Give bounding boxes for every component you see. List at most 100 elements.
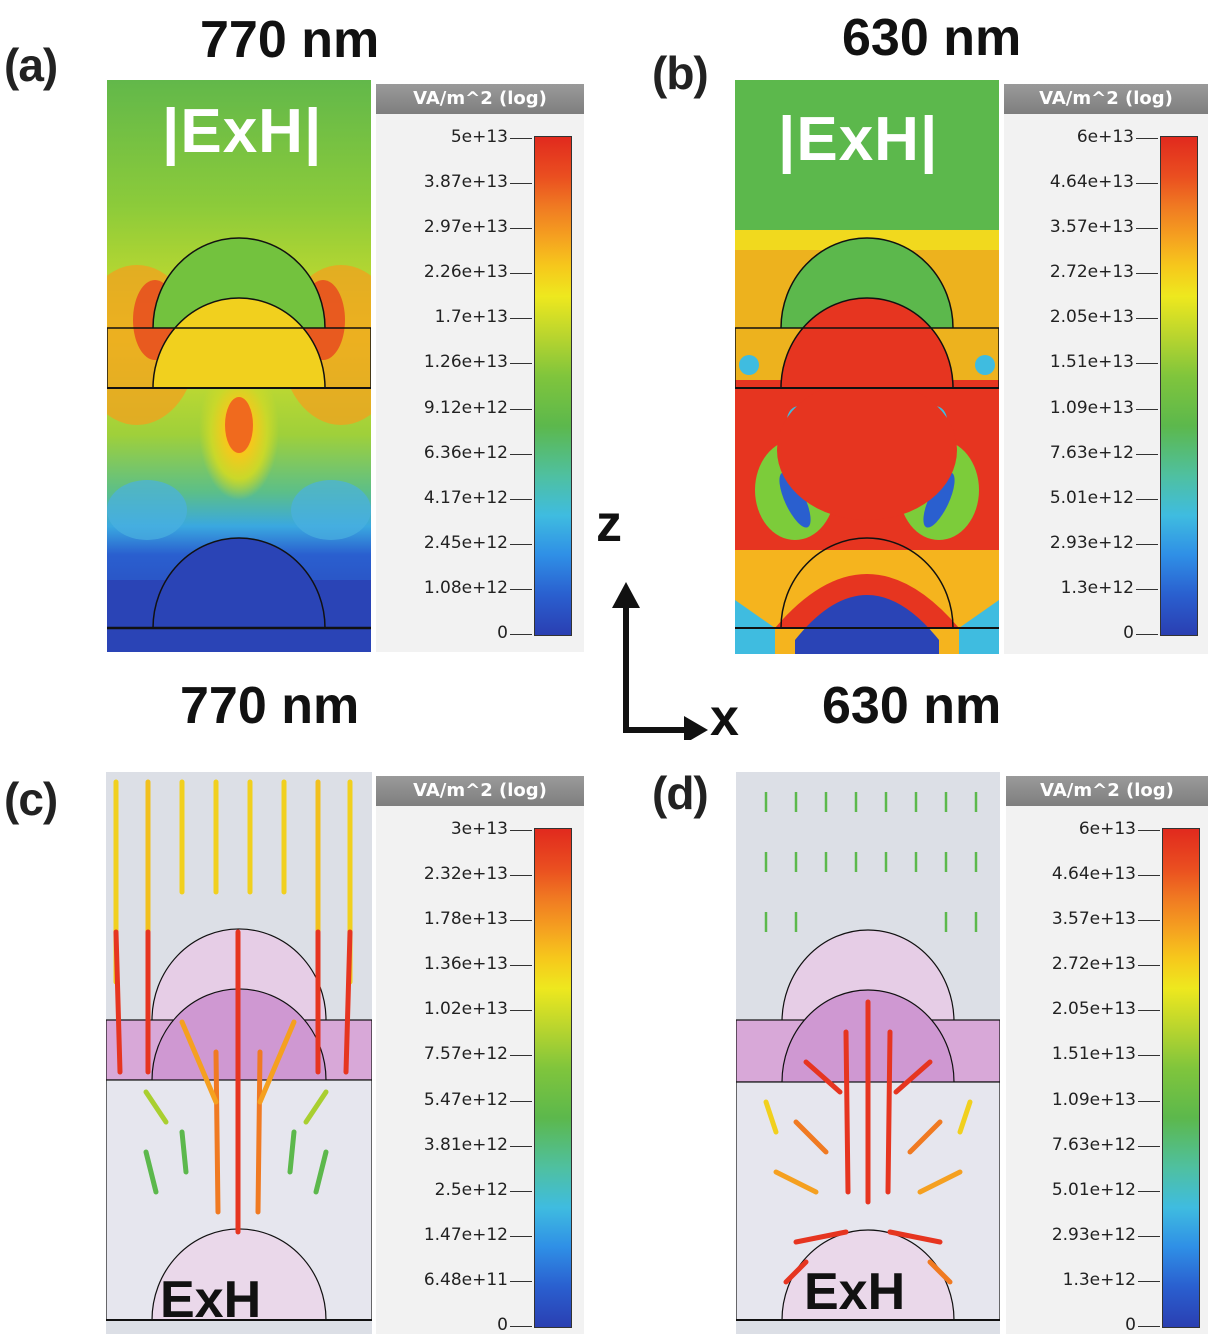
coordinate-axes (612, 582, 708, 740)
axis-label-x: x (710, 689, 739, 747)
colorbar-tick-label: 4.17e+12 (423, 487, 508, 508)
colorbar-tick-mark (1138, 920, 1160, 922)
colorbar-a: VA/m^2 (log) 5e+13 3.87e+13 2.97e+13 2.26e+… (376, 84, 584, 652)
colorbar-tick-mark (510, 318, 532, 320)
colorbar-unit-a: VA/m^2 (log) (376, 84, 584, 114)
colorbar-tick-mark (1136, 183, 1158, 185)
colorbar-tick-mark (510, 1100, 532, 1102)
colorbar-tick-mark (1136, 543, 1158, 545)
colorbar-tick-mark (1136, 634, 1158, 635)
colorbar-tick-label: 5e+13 (450, 127, 508, 147)
vector-map-d (736, 772, 1000, 1334)
colorbar-tick-label: 1.47e+12 (423, 1224, 508, 1245)
colorbar-tick-label: 1.3e+12 (1062, 1269, 1136, 1290)
colorbar-tick-mark (1136, 318, 1158, 320)
colorbar-tick-label: 1.78e+13 (423, 909, 508, 930)
overlay-title-d: ExH (804, 1263, 906, 1321)
colorbar-tick-mark (510, 183, 532, 185)
panel-label-b: (b) (652, 47, 709, 99)
colorbar-tick-mark (510, 498, 532, 500)
colorbar-tick-mark (510, 273, 532, 275)
colorbar-d: VA/m^2 (log) 6e+13 4.64e+13 3.57e+13 2.72e+… (1006, 776, 1208, 1335)
overlay-title-c: ExH (160, 1271, 262, 1329)
colorbar-tick-mark (1138, 875, 1160, 877)
wavelength-title-c: 770 nm (180, 677, 360, 735)
colorbar-tick-mark (510, 588, 532, 590)
colorbar-tick-label: 7.63e+12 (1049, 442, 1134, 463)
colorbar-tick-label: 3e+13 (450, 819, 508, 839)
colorbar-tick-mark (510, 1055, 532, 1057)
colorbar-tick-mark (510, 1326, 532, 1327)
colorbar-tick-label: 6.36e+12 (423, 442, 508, 463)
colorbar-c: VA/m^2 (log) 3e+13 2.32e+13 1.78e+13 1.36e+… (376, 776, 584, 1335)
colorbar-tick-mark (1138, 1280, 1160, 1282)
colorbar-tick-label: 1.51e+13 (1051, 1044, 1136, 1065)
colorbar-tick-label: 6e+13 (1076, 127, 1134, 147)
colorbar-tick-label: 0 (497, 1315, 508, 1335)
colorbar-tick-mark (1138, 1100, 1160, 1102)
colorbar-tick-label: 5.47e+12 (423, 1089, 508, 1110)
colorbar-tick-label: 2.05e+13 (1049, 307, 1134, 328)
colorbar-tick-mark (510, 363, 532, 365)
colorbar-gradient-a (534, 136, 572, 636)
colorbar-tick-label: 1.09e+13 (1049, 397, 1134, 418)
colorbar-tick-label: 0 (1123, 623, 1134, 643)
colorbar-tick-mark (1136, 228, 1158, 230)
colorbar-tick-mark (1136, 408, 1158, 410)
field-map-b (735, 80, 999, 654)
colorbar-tick-mark (510, 875, 532, 877)
panel-label-a: (a) (4, 39, 58, 91)
colorbar-tick-label: 1.26e+13 (423, 352, 508, 373)
colorbar-tick-mark (1138, 1235, 1160, 1237)
colorbar-tick-label: 3.81e+12 (423, 1134, 508, 1155)
colorbar-tick-mark (1138, 1010, 1160, 1012)
colorbar-gradient-c (534, 828, 572, 1328)
colorbar-tick-mark (1136, 588, 1158, 590)
colorbar-tick-mark (510, 408, 532, 410)
colorbar-gradient-d (1162, 828, 1200, 1328)
colorbar-tick-mark (1138, 1055, 1160, 1057)
colorbar-tick-label: 6e+13 (1078, 819, 1136, 839)
colorbar-gradient-b (1160, 136, 1198, 636)
colorbar-tick-mark (510, 634, 532, 635)
colorbar-tick-label: 2.97e+13 (423, 217, 508, 238)
colorbar-tick-label: 7.63e+12 (1051, 1134, 1136, 1155)
colorbar-tick-mark (1136, 138, 1158, 139)
panel-label-d: (d) (652, 767, 709, 819)
colorbar-tick-mark (1138, 965, 1160, 967)
colorbar-tick-label: 5.01e+12 (1049, 487, 1134, 508)
colorbar-tick-label: 2.05e+13 (1051, 999, 1136, 1020)
colorbar-tick-mark (1136, 273, 1158, 275)
colorbar-tick-label: 2.5e+12 (434, 1179, 508, 1200)
wavelength-title-b: 630 nm (842, 9, 1022, 67)
colorbar-b: VA/m^2 (log) 6e+13 4.64e+13 3.57e+13 2.72e+… (1004, 84, 1208, 654)
colorbar-tick-mark (1138, 830, 1160, 831)
colorbar-tick-label: 4.64e+13 (1051, 864, 1136, 885)
colorbar-tick-label: 1.7e+13 (434, 307, 508, 328)
colorbar-tick-label: 0 (497, 623, 508, 643)
overlay-title-b: |ExH| (778, 105, 939, 174)
colorbar-tick-mark (1136, 498, 1158, 500)
colorbar-tick-label: 1.3e+12 (1060, 577, 1134, 598)
colorbar-tick-label: 3.57e+13 (1051, 909, 1136, 930)
colorbar-tick-label: 2.93e+12 (1049, 532, 1134, 553)
colorbar-tick-label: 2.45e+12 (423, 532, 508, 553)
colorbar-tick-mark (1138, 1326, 1160, 1327)
colorbar-unit-b: VA/m^2 (log) (1004, 84, 1208, 114)
colorbar-tick-mark (510, 1190, 532, 1192)
colorbar-tick-mark (510, 830, 532, 831)
colorbar-unit-c: VA/m^2 (log) (376, 776, 584, 806)
colorbar-tick-mark (1136, 363, 1158, 365)
colorbar-tick-label: 2.72e+13 (1049, 262, 1134, 283)
colorbar-tick-mark (510, 1010, 532, 1012)
wavelength-title-d: 630 nm (822, 677, 1002, 735)
colorbar-tick-label: 2.72e+13 (1051, 954, 1136, 975)
colorbar-tick-label: 1.09e+13 (1051, 1089, 1136, 1110)
colorbar-tick-mark (510, 965, 532, 967)
colorbar-tick-mark (1136, 453, 1158, 455)
colorbar-unit-d: VA/m^2 (log) (1006, 776, 1208, 806)
colorbar-tick-label: 6.48e+11 (423, 1269, 508, 1290)
colorbar-tick-label: 2.32e+13 (423, 864, 508, 885)
colorbar-tick-label: 9.12e+12 (423, 397, 508, 418)
colorbar-tick-label: 3.57e+13 (1049, 217, 1134, 238)
